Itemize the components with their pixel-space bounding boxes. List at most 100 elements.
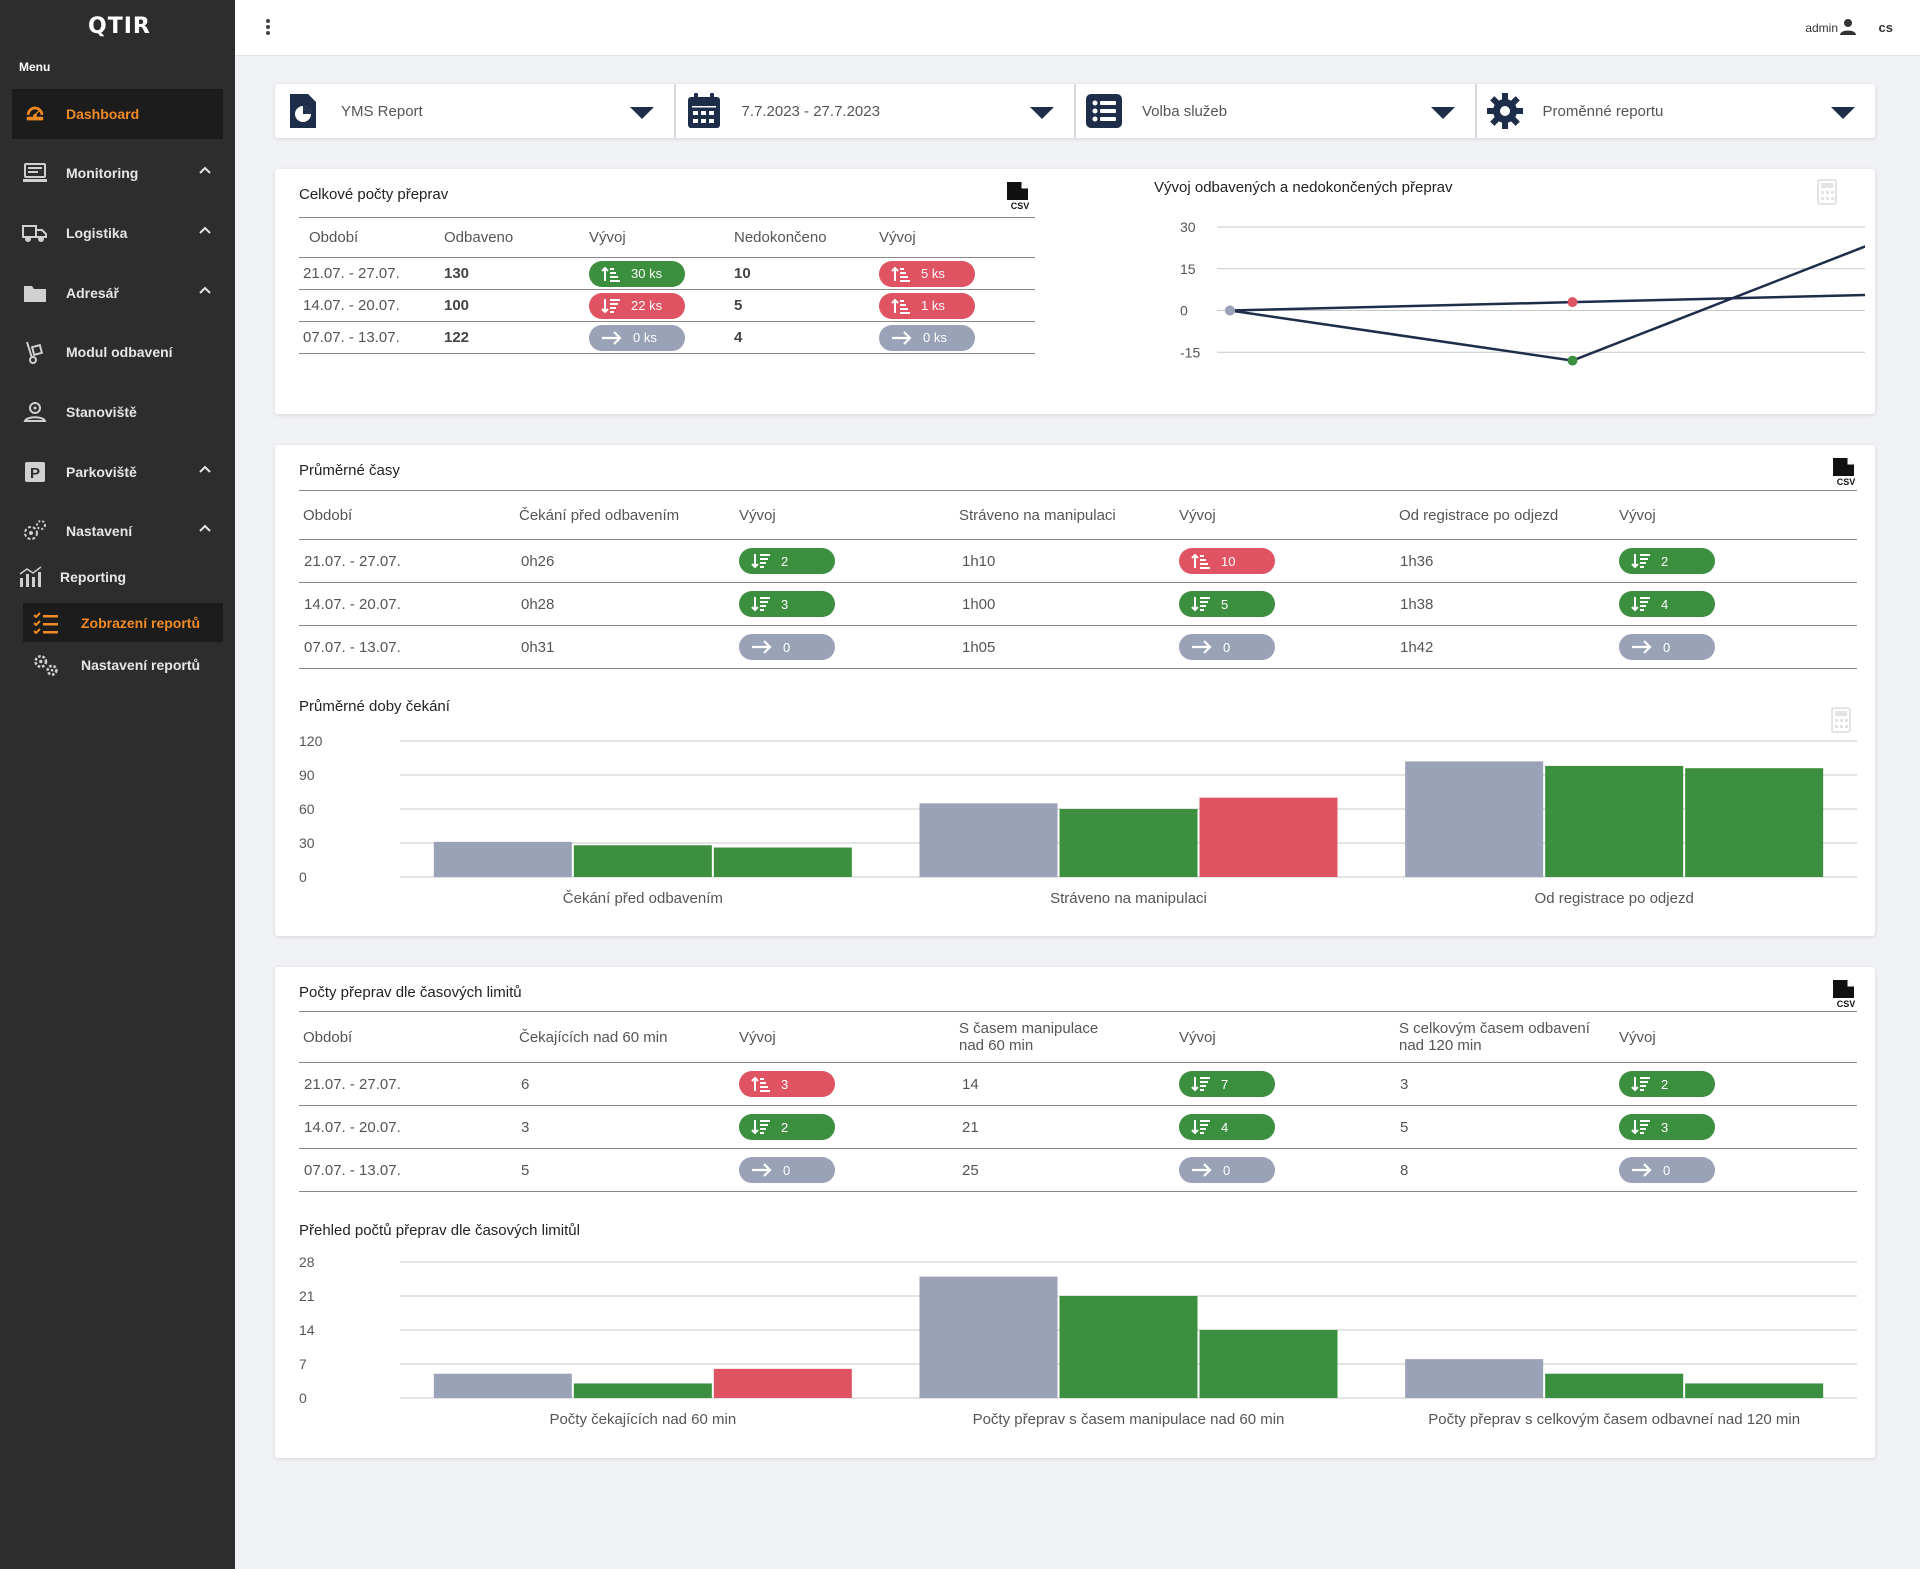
sidebar-item-nastaveni[interactable]: Nastavení [12,506,223,556]
bar[interactable] [1059,1296,1198,1398]
bar[interactable] [919,1276,1058,1398]
bar[interactable] [573,845,712,877]
y-tick-label: 60 [299,801,315,817]
bar[interactable] [919,803,1058,877]
sort-down-icon [751,597,770,612]
sidebar-item-monitoring[interactable]: Monitoring [12,148,223,198]
period-cell: 21.07. - 27.07. [304,552,401,570]
period-cell: 07.07. - 13.07. [304,638,401,656]
sidebar-item-dashboard[interactable]: Dashboard [12,89,223,139]
csv-export-icon[interactable]: CSV [1831,457,1859,487]
gear-icon [1485,91,1525,131]
bar[interactable] [1405,1359,1544,1398]
value-cell: 1h38 [1400,595,1434,613]
sidebar-item-adresar[interactable]: Adresář [12,268,223,318]
trend-cell: 2 [739,1106,959,1149]
trend-value: 0 [783,1162,791,1178]
period-cell: 21.07. - 27.07. [303,265,400,282]
sidebar-subitem-label: Zobrazení reportů [81,614,201,631]
sidebar-item-stanoviste[interactable]: Stanoviště [12,387,223,437]
trend-value: 5 ks [921,266,945,281]
bar[interactable] [1059,809,1198,877]
trend-cell: 10 [1179,540,1399,583]
sort-down-icon [751,554,770,569]
data-point[interactable] [1567,297,1578,308]
caret-down-icon[interactable] [1829,105,1857,121]
kebab-menu-icon[interactable] [265,18,271,36]
column-header: S celkovým časem odbavení nad 120 min [1399,1020,1590,1054]
bar[interactable] [713,847,852,877]
bar[interactable] [1199,797,1338,877]
sidebar-item-label: Parkoviště [66,464,137,480]
trend-value: 2 [781,1119,789,1135]
bar[interactable] [573,1383,712,1398]
chevron-up-icon[interactable] [199,166,211,174]
chevron-up-icon[interactable] [199,286,211,294]
x-category-label: Počty čekajících nad 60 min [549,1411,736,1428]
column-header: Vývoj [739,506,776,524]
sidebar-subitem-nastaveni-reportu[interactable]: Nastavení reportů [23,645,223,684]
trend-value: 0 [1663,639,1671,655]
y-tick-label: 120 [299,733,323,749]
value-cell: 6 [521,1075,530,1093]
bar[interactable] [1405,761,1544,877]
trend-badge: 3 [739,1071,835,1097]
bar[interactable] [1545,1373,1684,1398]
calendar-icon [684,91,724,131]
sidebar-item-logistika[interactable]: Logistika [12,208,223,258]
period-cell: 14.07. - 20.07. [304,1118,401,1136]
trend-badge: 30 ks [589,260,685,287]
y-tick-label: 90 [299,767,315,783]
data-point[interactable] [1225,305,1235,316]
done-cell: 130 [444,265,470,282]
table-row: 07.07. - 13.07. 0h31 0 1h05 0 1h42 0 [299,626,1857,669]
value-cell: 0h28 [521,595,555,613]
user-name[interactable]: admin [1805,21,1838,35]
period-cell: 07.07. - 13.07. [303,329,400,346]
trend-cell: 0 [1619,1149,1857,1192]
done-trend-cell: 0 ks [589,322,734,354]
caret-down-icon[interactable] [628,105,656,121]
language-switch[interactable]: cs [1878,20,1893,35]
column-header: S časem manipulace nad 60 min [959,1020,1099,1054]
user-icon[interactable] [1840,18,1856,36]
variables-select[interactable]: Proměnné reportu [1477,84,1876,138]
csv-export-icon[interactable]: CSV [1005,181,1033,211]
data-point[interactable] [1567,355,1578,366]
bar[interactable] [1685,768,1824,877]
column-header: Období [303,506,353,524]
sidebar-item-parkoviste[interactable]: P Parkoviště [12,447,223,497]
sidebar-subitem-zobrazeni-reportu[interactable]: Zobrazení reportů [23,603,223,642]
trend-value: 2 [1661,1076,1669,1092]
calculator-icon[interactable] [1816,179,1838,205]
services-select[interactable]: Volba služeb [1076,84,1477,138]
caret-down-icon[interactable] [1028,105,1056,121]
report-select[interactable]: YMS Report [275,84,676,138]
csv-export-icon[interactable]: CSV [1831,979,1859,1009]
bar[interactable] [433,1373,572,1398]
chevron-up-icon[interactable] [199,524,211,532]
menu-title: Menu [19,60,51,74]
svg-text:CSV: CSV [1011,201,1030,211]
value-cell: 8 [1400,1161,1409,1179]
sidebar-item-reporting[interactable]: Reporting [12,553,223,601]
sidebar-item-modul-odbaveni[interactable]: Modul odbavení [12,327,223,377]
bar[interactable] [433,841,572,877]
trend-badge: 2 [739,1114,835,1140]
app-logo[interactable]: QTIR [88,14,151,39]
bar[interactable] [1545,765,1684,877]
chevron-up-icon[interactable] [199,465,211,473]
reporting-icon [18,564,44,590]
bar[interactable] [1685,1383,1824,1398]
calculator-icon[interactable] [1830,707,1852,733]
date-range-picker[interactable]: 7.7.2023 - 27.7.2023 [676,84,1076,138]
parking-icon: P [22,459,48,485]
bar[interactable] [713,1368,852,1398]
column-header: Vývoj [1179,1028,1216,1046]
chevron-up-icon[interactable] [199,226,211,234]
bar[interactable] [1199,1330,1338,1398]
column-header: Odbaveno [444,229,514,246]
location-icon [22,399,48,425]
caret-down-icon[interactable] [1429,105,1457,121]
value-cell: 1h00 [962,595,996,613]
